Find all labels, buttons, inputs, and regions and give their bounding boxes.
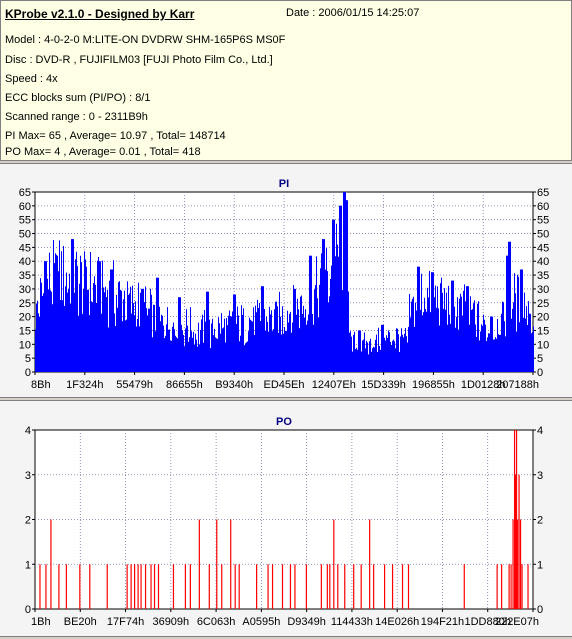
- y-tick-label-right: 0: [537, 367, 543, 379]
- info-disc: Disc : DVD-R , FUJIFILM03 [FUJI Photo Fi…: [5, 54, 273, 66]
- y-tick-label-right: 45: [537, 242, 549, 254]
- chart-title: PI: [279, 178, 289, 190]
- x-tick-label: 194F21h: [421, 616, 464, 628]
- y-tick-label-right: 35: [537, 270, 549, 282]
- y-tick-label-right: 4: [537, 425, 543, 437]
- y-tick-label: 35: [19, 270, 31, 282]
- info-panel: KProbe v2.1.0 - Designed by Karr Date : …: [0, 0, 572, 161]
- y-tick-label-right: 5: [537, 353, 543, 365]
- y-tick-label-right: 65: [537, 187, 549, 199]
- y-tick-label: 10: [19, 339, 31, 351]
- po-chart-panel: PO 0 0 1 1 2 2 3 3 4 4 1Bh BE20h 17F74h 36909h 6C063h A0…: [0, 400, 572, 637]
- y-tick-label-right: 55: [537, 215, 549, 227]
- app-title: KProbe v2.1.0 - Designed by Karr: [5, 7, 195, 21]
- y-tick-label-right: 40: [537, 256, 549, 268]
- y-tick-label-right: 50: [537, 229, 549, 241]
- x-tick-label: 15D339h: [361, 379, 406, 391]
- x-tick-label: 207188h: [496, 379, 539, 391]
- info-ecc: ECC blocks sum (PI/PO) : 8/1: [5, 92, 151, 104]
- chart-title: PO: [276, 416, 292, 428]
- po-series: [39, 430, 529, 609]
- pi-series: [35, 192, 534, 372]
- x-tick-label: BE20h: [64, 616, 97, 628]
- x-tick-label: A0595h: [242, 616, 280, 628]
- y-tick-label: 50: [19, 229, 31, 241]
- y-tick-label-right: 25: [537, 298, 549, 310]
- y-tick-label: 55: [19, 215, 31, 227]
- x-tick-label: 1Bh: [31, 616, 51, 628]
- plot-area: [34, 429, 534, 610]
- y-tick-label: 20: [19, 312, 31, 324]
- x-tick-label: 14E026h: [375, 616, 419, 628]
- scan-date: Date : 2006/01/15 14:25:07: [286, 7, 420, 19]
- y-tick-label-right: 20: [537, 312, 549, 324]
- y-tick-label: 60: [19, 201, 31, 213]
- x-tick-label: 222E07h: [495, 616, 539, 628]
- pi-bars: [35, 192, 534, 372]
- y-tick-label-right: 10: [537, 339, 549, 351]
- po-chart: PO 0 0 1 1 2 2 3 3 4 4 1Bh BE20h 17F74h 36909h 6C063h A0…: [25, 416, 543, 628]
- x-tick-label: 17F74h: [107, 616, 144, 628]
- x-tick-label: D9349h: [287, 616, 326, 628]
- x-tick-label: 36909h: [152, 616, 189, 628]
- y-tick-label-right: 0: [537, 604, 543, 616]
- y-tick-label-right: 2: [537, 515, 543, 527]
- y-tick-label: 2: [25, 515, 31, 527]
- x-tick-label: 8Bh: [31, 379, 51, 391]
- y-tick-label: 3: [25, 470, 31, 482]
- y-tick-label: 1: [25, 559, 31, 571]
- x-tick-label: 55479h: [116, 379, 153, 391]
- y-tick-label-right: 30: [537, 284, 549, 296]
- pi-chart-panel: PI 0 0 5 5 10 10 15 15 20 20 25 25 30 30 35 35 40 40 45 45 50…: [0, 163, 572, 398]
- y-tick-label: 65: [19, 187, 31, 199]
- x-tick-label: 114433h: [331, 616, 373, 628]
- info-range: Scanned range : 0 - 2311B9h: [5, 111, 148, 123]
- y-tick-label: 45: [19, 242, 31, 254]
- x-tick-label: 1DD880h: [464, 616, 510, 628]
- y-tick-label-right: 15: [537, 325, 549, 337]
- y-tick-label: 5: [25, 353, 31, 365]
- x-tick-label: B9340h: [215, 379, 253, 391]
- x-tick-label: 6C063h: [197, 616, 236, 628]
- info-po-stats: PO Max= 4 , Average= 0.01 , Total= 418: [5, 146, 201, 158]
- x-tick-label: 1F324h: [66, 379, 103, 391]
- x-tick-label: 196855h: [412, 379, 455, 391]
- y-tick-label: 40: [19, 256, 31, 268]
- y-tick-label-right: 3: [537, 470, 543, 482]
- x-tick-label: 86655h: [166, 379, 203, 391]
- x-tick-label: ED45Eh: [264, 379, 305, 391]
- y-tick-label: 30: [19, 284, 31, 296]
- info-speed: Speed : 4x: [5, 73, 58, 85]
- y-tick-label: 0: [25, 604, 31, 616]
- y-tick-label: 15: [19, 325, 31, 337]
- info-model: Model : 4-0-2-0 M:LITE-ON DVDRW SHM-165P…: [5, 34, 286, 46]
- info-pi-stats: PI Max= 65 , Average= 10.97 , Total= 148…: [5, 130, 226, 142]
- y-tick-label: 0: [25, 367, 31, 379]
- y-tick-label: 25: [19, 298, 31, 310]
- y-tick-label-right: 1: [537, 559, 543, 571]
- x-tick-label: 1D0128h: [461, 379, 506, 391]
- y-tick-label-right: 60: [537, 201, 549, 213]
- y-tick-label: 4: [25, 425, 31, 437]
- x-tick-label: 12407Eh: [312, 379, 356, 391]
